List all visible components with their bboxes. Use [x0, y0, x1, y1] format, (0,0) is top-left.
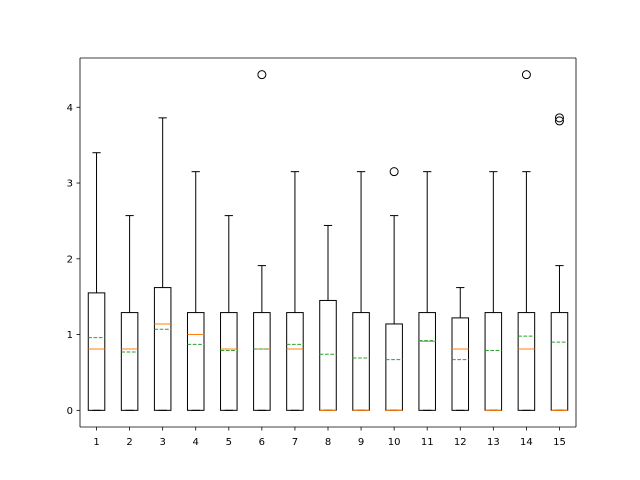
x-tick-label-8: 8: [325, 437, 331, 448]
x-tick-label-4: 4: [193, 437, 199, 448]
box-2: [120, 312, 139, 411]
box-3: [153, 287, 172, 411]
x-tick-label-6: 6: [259, 437, 265, 448]
flier-14-1: [521, 70, 531, 80]
x-tick-label-13: 13: [487, 437, 500, 448]
box-11: [418, 312, 436, 411]
box-7: [286, 312, 304, 411]
y-tick-label-0: 0: [67, 406, 73, 417]
box-1: [87, 292, 106, 411]
x-tick-label-1: 1: [93, 437, 99, 448]
x-tick-label-7: 7: [292, 437, 298, 448]
y-tick-label-4: 4: [67, 103, 73, 114]
x-tick-label-11: 11: [421, 437, 434, 448]
box-12: [451, 317, 470, 411]
flier-6-1: [257, 70, 267, 80]
x-tick-label-3: 3: [159, 437, 165, 448]
y-tick-label-2: 2: [67, 254, 73, 265]
x-tick-label-12: 12: [454, 437, 467, 448]
flier-10-1: [389, 167, 399, 177]
y-tick-label-1: 1: [67, 330, 73, 341]
x-tick-label-14: 14: [520, 437, 533, 448]
box-14: [517, 312, 536, 411]
box-5: [220, 312, 238, 411]
x-tick-label-2: 2: [126, 437, 132, 448]
x-tick-label-5: 5: [226, 437, 232, 448]
y-tick-label-3: 3: [67, 179, 73, 190]
x-tick-label-15: 15: [553, 437, 566, 448]
box-6: [253, 312, 271, 411]
x-tick-label-10: 10: [388, 437, 401, 448]
flier-15-1: [554, 116, 564, 126]
flier-15-2: [554, 113, 564, 123]
box-4: [186, 312, 205, 411]
plot-area: [87, 70, 569, 411]
x-tick-label-9: 9: [358, 437, 364, 448]
